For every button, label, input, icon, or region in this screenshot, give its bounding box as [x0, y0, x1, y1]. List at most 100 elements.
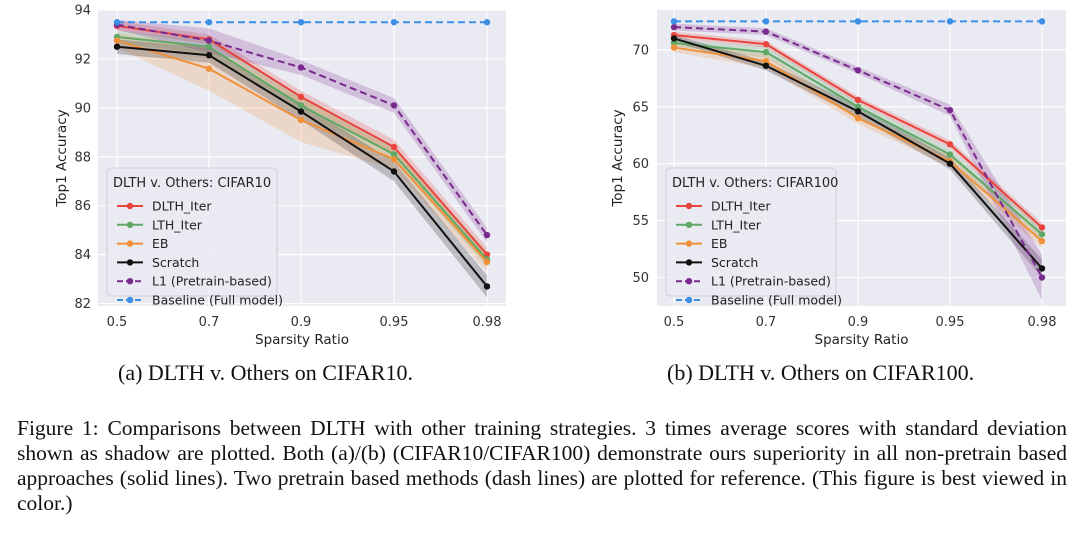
y-tick-label: 60 — [632, 157, 649, 172]
data-point — [946, 151, 954, 158]
legend-marker — [685, 259, 693, 266]
chart-cifar100: 50 55 60 65 70 0.5 0.7 0.9 0.95 0.98 Sparsity Rati… — [610, 10, 1066, 348]
y-axis-label: Top1 Accuracy — [54, 109, 70, 207]
x-tick-label: 0.9 — [848, 315, 869, 330]
legend-entry: DLTH_Iter — [711, 199, 771, 214]
legend-entry: LTH_Iter — [711, 217, 762, 232]
data-point — [1038, 265, 1046, 272]
x-tick-label: 0.5 — [664, 315, 685, 330]
legend-box — [665, 167, 837, 297]
data-point — [670, 44, 678, 51]
legend-marker — [126, 296, 134, 304]
y-tick-label: 84 — [74, 248, 91, 263]
data-point — [762, 62, 770, 69]
y-tick-label: 50 — [632, 271, 649, 286]
std-band — [117, 33, 487, 272]
data-point — [1038, 18, 1046, 25]
legend-entry: L1 (Pretrain-based) — [152, 274, 272, 289]
data-point — [483, 258, 491, 266]
legend-marker — [685, 221, 693, 228]
legend-marker — [126, 259, 134, 266]
y-tick-label: 55 — [632, 214, 649, 229]
x-tick-label: 0.95 — [936, 315, 965, 330]
legend-title: DLTH v. Others: CIFAR10 — [113, 176, 271, 191]
data-point — [297, 64, 305, 71]
legend-entry: Baseline (Full model) — [152, 293, 283, 308]
figure-caption: Figure 1: Comparisons between DLTH with … — [17, 416, 1067, 515]
data-point — [390, 151, 398, 158]
legend-entry: L1 (Pretrain-based) — [711, 274, 831, 289]
x-axis-label: Sparsity Ratio — [815, 332, 909, 348]
data-point — [1038, 231, 1046, 238]
data-point — [762, 58, 770, 65]
y-tick-label: 86 — [74, 199, 91, 214]
y-tick-label: 82 — [74, 297, 91, 312]
data-point — [854, 108, 862, 115]
data-point — [762, 18, 770, 25]
legend-box — [106, 167, 278, 297]
data-point — [390, 168, 398, 175]
legend-marker — [126, 240, 134, 247]
data-point — [113, 19, 121, 26]
data-point — [946, 160, 954, 167]
data-point — [670, 18, 678, 25]
x-tick-label: 0.98 — [473, 315, 502, 330]
data-point — [854, 114, 862, 122]
legend-marker — [126, 221, 134, 228]
y-axis-label: Top1 Accuracy — [610, 109, 626, 207]
legend: DLTH v. Others: CIFAR100 DLTH_Iter LTH_Ite… — [665, 167, 842, 308]
data-point — [670, 35, 678, 42]
legend-entry: Baseline (Full model) — [711, 293, 842, 308]
data-point — [854, 67, 862, 74]
x-tick-label: 0.95 — [380, 315, 409, 330]
data-point — [1038, 224, 1046, 231]
data-point — [1038, 237, 1046, 245]
legend-marker — [126, 278, 134, 285]
data-point — [762, 40, 770, 48]
subcaption-b: (b) DLTH v. Others on CIFAR100. — [667, 360, 975, 385]
data-point — [762, 48, 770, 56]
chart-cifar10: 82 84 86 88 90 92 94 0.5 0.7 0.9 0.95 0.98 Sparsity … — [54, 4, 506, 348]
data-point — [670, 23, 678, 31]
y-tick-label: 65 — [632, 100, 649, 115]
y-tick-label: 92 — [74, 52, 91, 67]
legend-entry: EB — [711, 236, 727, 251]
legend-entry: DLTH_Iter — [152, 199, 212, 214]
data-point — [762, 28, 770, 35]
data-point — [854, 18, 862, 25]
legend-marker — [126, 202, 134, 210]
x-tick-label: 0.9 — [291, 315, 312, 330]
data-point — [483, 19, 491, 26]
data-point — [390, 102, 398, 109]
data-point — [390, 143, 398, 151]
x-axis-label: Sparsity Ratio — [255, 332, 349, 348]
x-tick-label: 0.98 — [1028, 315, 1057, 330]
y-tick-label: 70 — [632, 43, 649, 58]
data-point — [205, 37, 213, 44]
legend-entry: Scratch — [711, 255, 758, 270]
data-point — [297, 108, 305, 115]
data-point — [113, 37, 121, 44]
legend-marker — [685, 296, 693, 304]
legend-marker — [685, 240, 693, 247]
data-point — [205, 65, 213, 72]
data-point — [297, 19, 305, 26]
y-tick-label: 94 — [74, 4, 91, 19]
data-point — [483, 231, 491, 239]
data-point — [854, 103, 862, 110]
legend-entry: EB — [152, 236, 168, 251]
legend-marker — [685, 202, 693, 210]
data-point — [946, 106, 954, 114]
data-point — [854, 96, 862, 104]
data-point — [297, 102, 305, 109]
legend-entry: Scratch — [152, 255, 199, 270]
subcaption-a: (a) DLTH v. Others on CIFAR10. — [118, 360, 413, 385]
data-point — [946, 18, 954, 25]
data-point — [297, 116, 305, 124]
data-point — [1038, 274, 1046, 281]
legend: DLTH v. Others: CIFAR10 DLTH_Iter LTH_Iter… — [106, 167, 283, 308]
x-tick-label: 0.5 — [107, 315, 128, 330]
legend-entry: LTH_Iter — [152, 217, 203, 232]
data-point — [205, 52, 213, 59]
